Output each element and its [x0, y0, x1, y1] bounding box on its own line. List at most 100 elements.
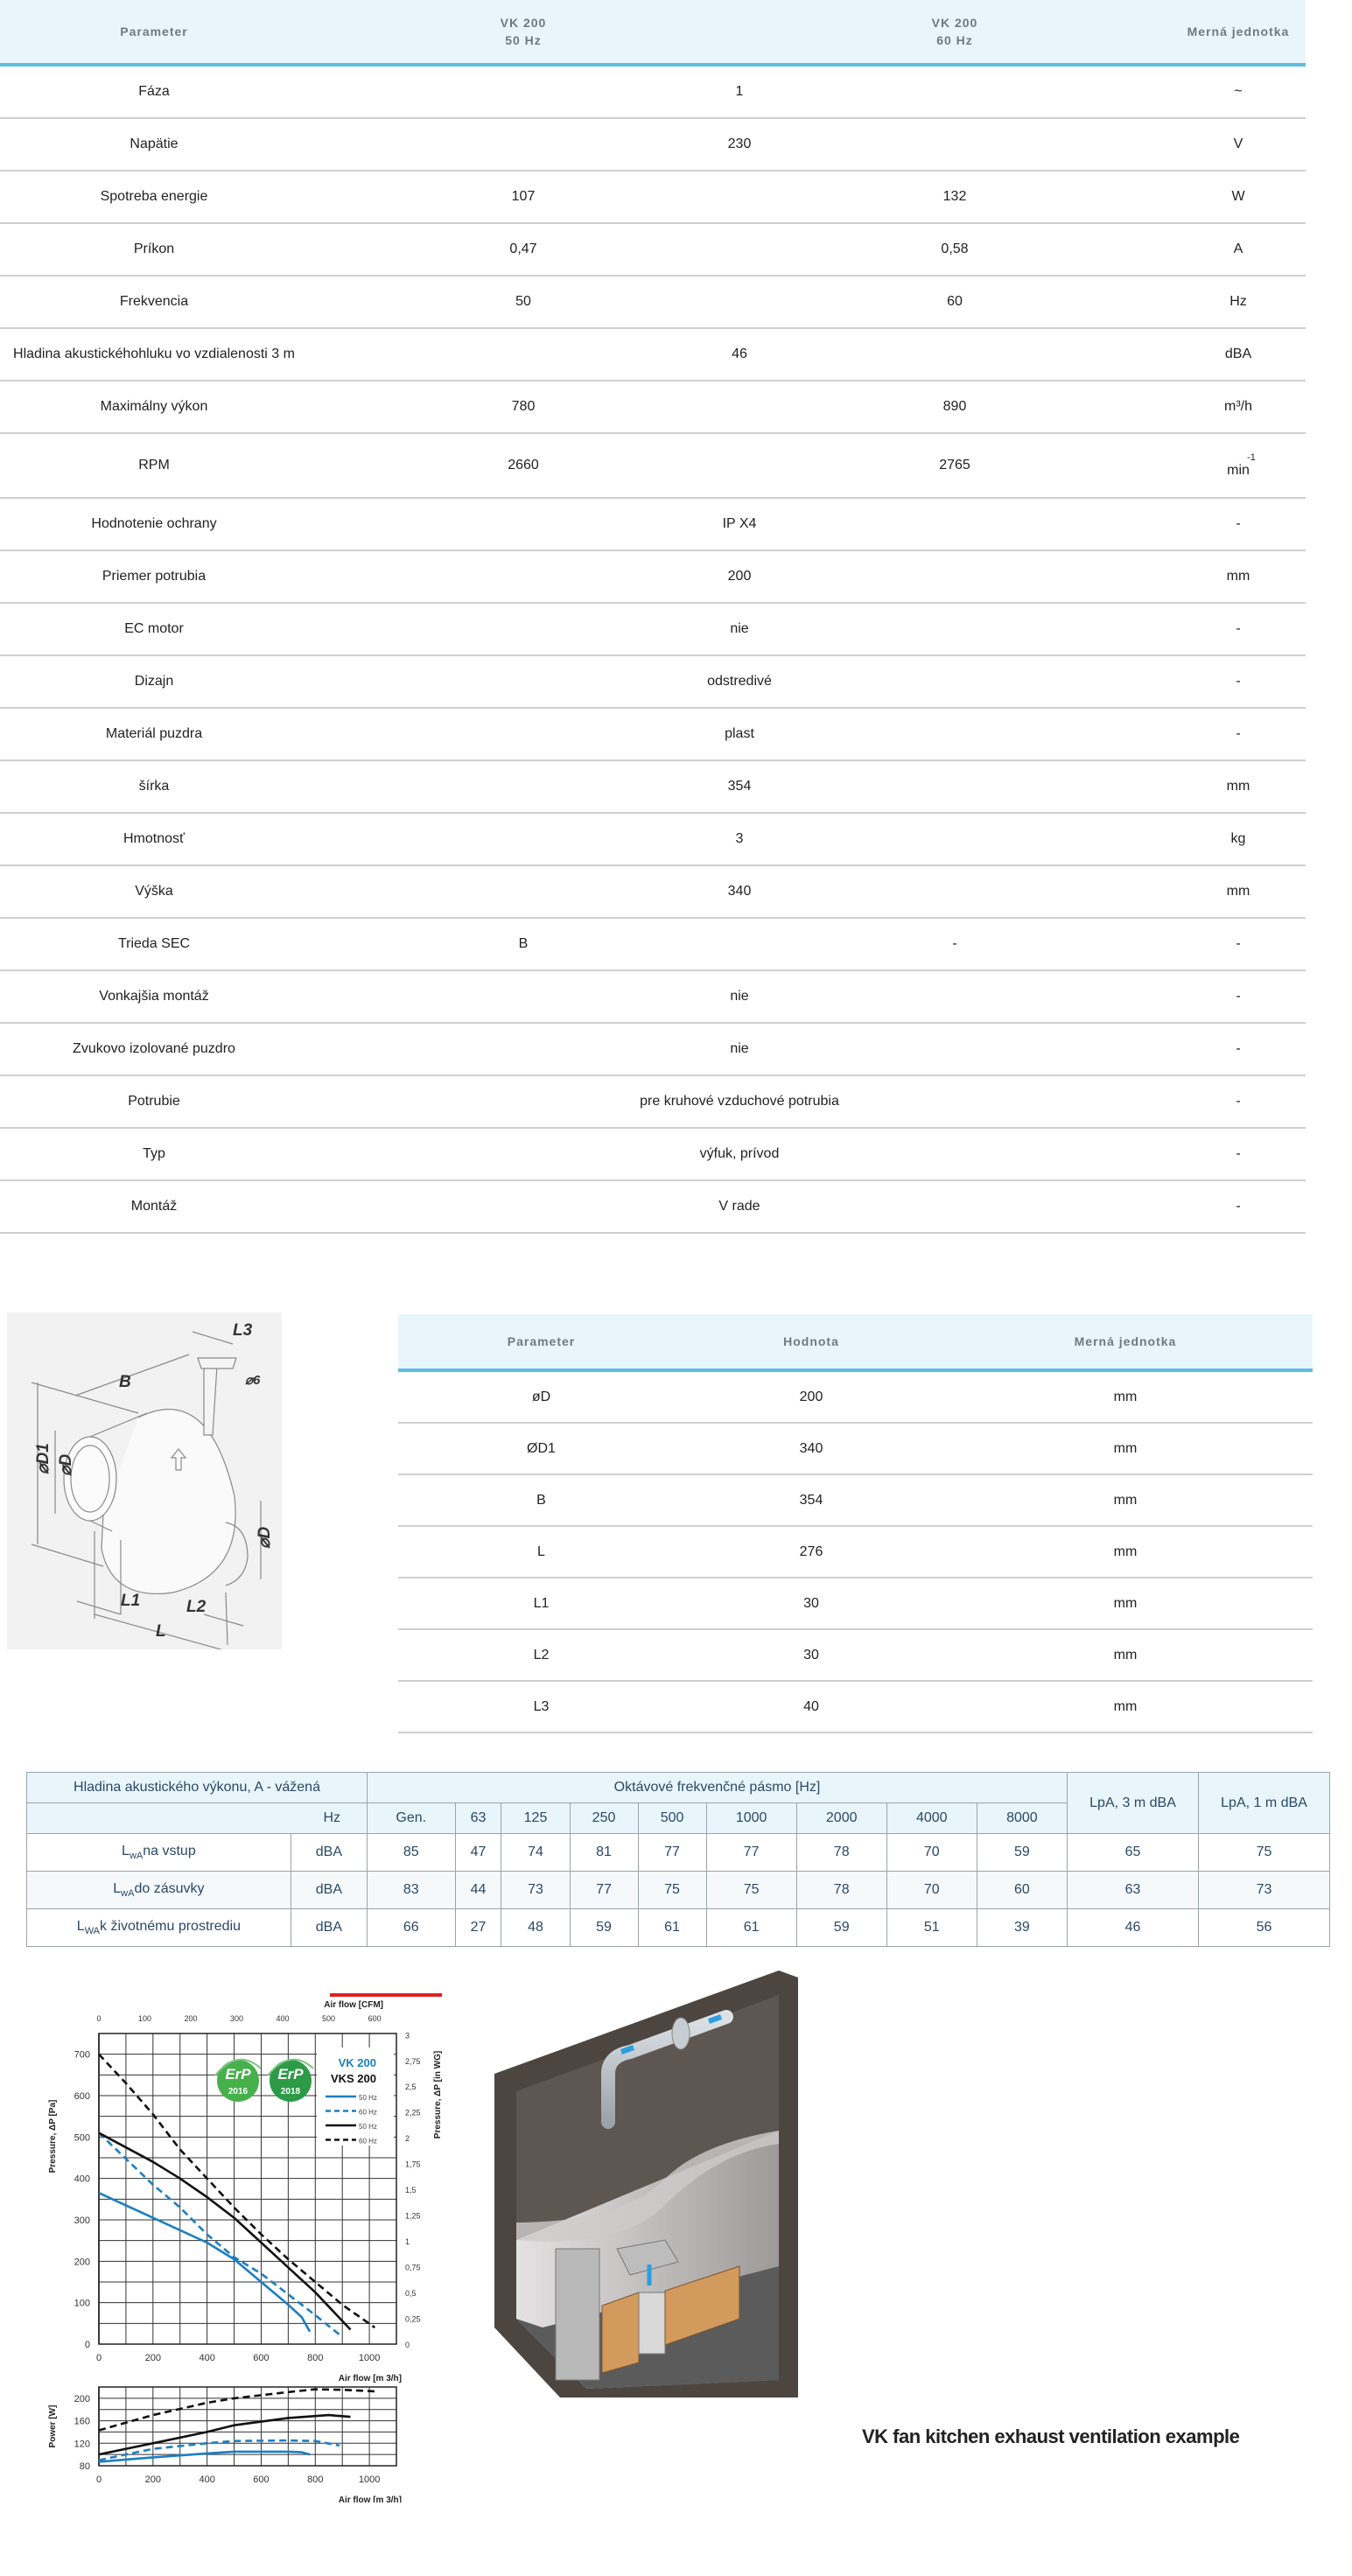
- spec-parameter: Montáž: [0, 1180, 308, 1234]
- spec-table: Parameter VK 200 50 Hz VK 200 60 Hz Merná …: [0, 0, 1306, 1234]
- header-parameter: Parameter: [0, 0, 308, 66]
- lpa-1m-value: 75: [1198, 1833, 1330, 1872]
- lpa-1m-header: LpA, 1 m dBA: [1198, 1772, 1330, 1834]
- dim-label-b: B: [119, 1373, 131, 1391]
- x-axis-title: Air flow [m 3/h]: [339, 2374, 402, 2384]
- lpa-3m-value: 65: [1067, 1833, 1199, 1872]
- acoustic-row-label: LWAk životnému prostrediu: [26, 1908, 291, 1947]
- dimension-parameter: øD: [398, 1370, 684, 1424]
- spec-value: nie: [308, 603, 1171, 656]
- x-tick-label: 1000: [359, 2474, 380, 2485]
- acoustic-row: LwAdo zásuvky dBA 83 44 73 77 75 75 78 70 60 63 73: [26, 1871, 1330, 1909]
- hood: [616, 2239, 679, 2276]
- y-tick-label: 80: [80, 2461, 90, 2472]
- y2-tick-label: 1: [405, 2237, 410, 2246]
- dimension-value: 30: [684, 1578, 938, 1630]
- legend-group-vks200: VKS 200: [331, 2072, 376, 2085]
- spec-unit: -: [1171, 918, 1306, 971]
- x-tick-label: 0: [96, 2353, 102, 2363]
- dimension-row: L3 40 mm: [398, 1681, 1313, 1733]
- dimension-value: 276: [684, 1526, 938, 1578]
- header-value: Hodnota: [684, 1314, 938, 1372]
- spec-parameter: Výška: [0, 865, 308, 919]
- spec-unit: -: [1171, 1023, 1306, 1076]
- unit-text: -: [1236, 516, 1241, 531]
- acoustic-value: 78: [795, 1871, 887, 1909]
- unit-text: A: [1233, 242, 1243, 256]
- dimension-value: 40: [684, 1681, 938, 1733]
- acoustic-value: 60: [976, 1871, 1068, 1909]
- x-tick-label: 600: [253, 2474, 269, 2485]
- spec-row: Potrubie pre kruhové vzduchové potrubia -: [0, 1075, 1306, 1129]
- spec-unit: ~: [1171, 65, 1306, 119]
- y-tick-label: 700: [74, 2050, 90, 2061]
- y-tick-label: 300: [74, 2216, 90, 2226]
- y2-tick-label: 1,25: [405, 2212, 421, 2221]
- x2-axis-title: Air flow [CFM]: [324, 2000, 383, 2010]
- x-tick-label: 200: [145, 2353, 161, 2363]
- spec-value-50hz: 50: [308, 276, 739, 329]
- ceiling-cutaway: [516, 2131, 779, 2242]
- acoustic-value: 59: [795, 1908, 887, 1947]
- spec-parameter: Príkon: [0, 223, 308, 276]
- dim-label-d-outlet: ⌀D: [256, 1527, 274, 1549]
- acoustic-value: 61: [705, 1908, 797, 1947]
- x2-tick-label: 300: [230, 2014, 243, 2023]
- header-vk200-50hz: VK 200 50 Hz: [308, 0, 739, 66]
- erp-badge-label: ErP: [225, 2066, 251, 2082]
- spec-parameter: Maximálny výkon: [0, 381, 308, 434]
- spec-unit: V: [1171, 118, 1306, 172]
- acoustic-row-label: LwAna vstup: [26, 1833, 291, 1872]
- acoustic-value: 77: [705, 1833, 797, 1872]
- band-header: 8000: [976, 1802, 1068, 1834]
- spec-row: Spotreba energie 107 132 W: [0, 171, 1306, 224]
- acoustic-row-name: k životnému prostrediu: [100, 1918, 241, 1934]
- erp-badge-year: 2018: [281, 2087, 301, 2096]
- y2-tick-label: 1,75: [405, 2160, 421, 2169]
- lwa-symbol: L: [76, 1918, 85, 1934]
- erp-badge-2018: ErP 2018: [267, 2058, 314, 2102]
- spec-value: plast: [308, 708, 1171, 761]
- spec-parameter: Zvukovo izolované puzdro: [0, 1023, 308, 1076]
- spec-row: Trieda SEC B - -: [0, 918, 1306, 971]
- y2-tick-label: 0,75: [405, 2264, 421, 2272]
- spec-unit: -: [1171, 603, 1306, 656]
- spec-unit: -: [1171, 1075, 1306, 1129]
- x-tick-label: 0: [96, 2474, 102, 2485]
- spec-value: odstredivé: [308, 655, 1171, 709]
- spec-value: 230: [308, 118, 1171, 172]
- spec-parameter: Priemer potrubia: [0, 550, 308, 604]
- acoustic-title: Hladina akustického výkonu, A - vážená: [26, 1772, 368, 1803]
- header-model: VK 200: [931, 16, 978, 30]
- y2-tick-label: 2,75: [405, 2057, 421, 2066]
- spec-value: pre kruhové vzduchové potrubia: [308, 1075, 1171, 1129]
- acoustic-value: 44: [454, 1871, 502, 1909]
- spec-row: RPM 2660 2765 -1 min: [0, 433, 1306, 499]
- spec-parameter: Hodnotenie ochrany: [0, 498, 308, 551]
- dimension-header-row: Parameter Hodnota Merná jednotka: [398, 1314, 1313, 1372]
- spec-value: 354: [308, 760, 1171, 814]
- fan-performance-charts: 0 200 400 600 800 1000 0 100 200 300 400 500 600 700 0…: [0, 1960, 473, 2505]
- series-line-vks-200-50-hz: [98, 2413, 351, 2456]
- dim-label-d-inlet: ⌀D: [57, 1454, 75, 1476]
- x2-tick-label: 0: [96, 2014, 101, 2023]
- acoustic-value: 51: [886, 1908, 977, 1947]
- acoustic-value: 85: [367, 1833, 456, 1872]
- dim-label-d1: ⌀D1: [34, 1443, 53, 1474]
- y-tick-label: 200: [74, 2394, 90, 2404]
- band-header: 125: [501, 1802, 571, 1834]
- acoustic-value: 74: [501, 1833, 571, 1872]
- unit-text: -: [1236, 1146, 1241, 1161]
- spec-parameter: Typ: [0, 1128, 308, 1181]
- spec-parameter: Spotreba energie: [0, 171, 308, 224]
- spec-unit: -: [1171, 1180, 1306, 1234]
- spec-row: Hladina akustickéhohluku vo vzdialenosti…: [0, 328, 1306, 382]
- unit-text: mm: [1226, 884, 1250, 899]
- x-tick-label: 200: [145, 2474, 161, 2485]
- dimension-unit: mm: [938, 1578, 1313, 1630]
- dimension-unit: mm: [938, 1423, 1313, 1475]
- y-axis-title: Power [W]: [48, 2405, 58, 2448]
- spec-parameter: Dizajn: [0, 655, 308, 709]
- spec-value: 340: [308, 865, 1171, 919]
- unit-exponent: -1: [1247, 452, 1256, 463]
